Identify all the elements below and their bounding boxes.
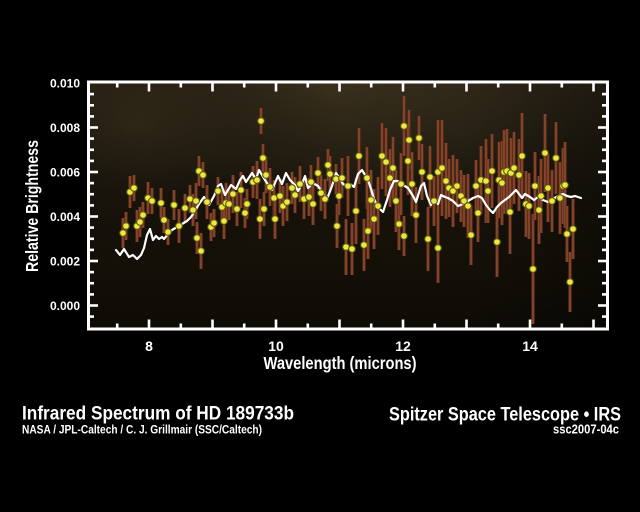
svg-text:14: 14 — [522, 338, 538, 354]
svg-text:Spitzer Space Telescope • IRS: Spitzer Space Telescope • IRS — [389, 404, 621, 426]
svg-text:12: 12 — [395, 338, 411, 354]
svg-text:8: 8 — [145, 338, 153, 354]
svg-text:ssc2007-04c: ssc2007-04c — [553, 423, 619, 437]
svg-text:0.008: 0.008 — [50, 121, 80, 135]
svg-text:Infrared Spectrum of HD 189733: Infrared Spectrum of HD 189733b — [22, 403, 294, 425]
svg-text:Wavelength (microns): Wavelength (microns) — [264, 353, 417, 373]
svg-text:0.004: 0.004 — [50, 210, 80, 224]
svg-text:0.006: 0.006 — [50, 165, 80, 179]
svg-text:0.002: 0.002 — [50, 254, 80, 268]
svg-text:10: 10 — [268, 338, 284, 354]
svg-text:Relative Brightness: Relative Brightness — [22, 140, 42, 272]
svg-text:0.000: 0.000 — [50, 299, 80, 313]
svg-text:0.010: 0.010 — [50, 76, 80, 90]
svg-text:NASA / JPL-Caltech / C. J. Gri: NASA / JPL-Caltech / C. J. Grillmair (SS… — [22, 423, 262, 437]
